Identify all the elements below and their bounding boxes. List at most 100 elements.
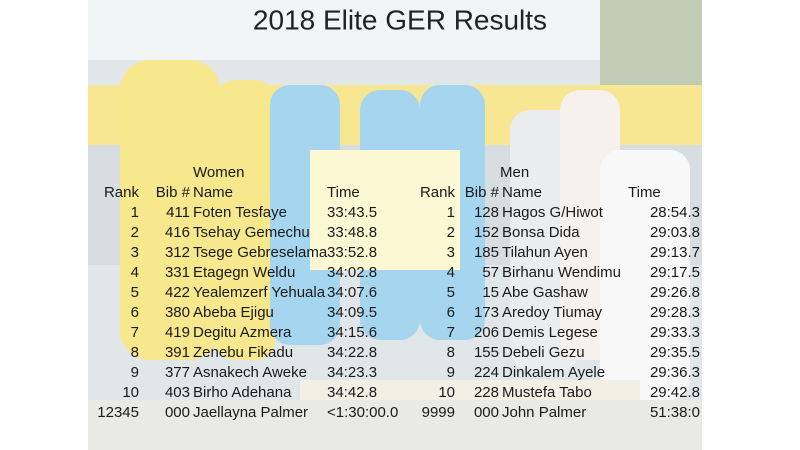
table-cell: 51:38:0: [650, 404, 700, 421]
column-header: Rank: [104, 184, 140, 201]
table-cell: 29:26.8: [650, 284, 700, 301]
column-header: Bib #: [156, 184, 191, 201]
table-cell: 33:43.5: [327, 204, 377, 221]
table-cell: 8: [131, 344, 139, 361]
table-cell: 10: [122, 384, 139, 401]
table-cell: 224: [474, 364, 499, 381]
table-cell: Birhanu Wendimu: [502, 264, 621, 281]
table-cell: 3: [131, 244, 139, 261]
table-cell: 28:54.3: [650, 204, 700, 221]
table-cell: 12345: [97, 404, 139, 421]
table-cell: 34:15.6: [327, 324, 377, 341]
table-cell: 128: [474, 204, 499, 221]
table-cell: John Palmer: [502, 404, 586, 421]
column-header: Name: [502, 184, 542, 201]
table-cell: 1: [447, 204, 455, 221]
table-cell: 416: [165, 224, 190, 241]
table-cell: 9999: [422, 404, 455, 421]
table-cell: 4: [131, 264, 139, 281]
table-cell: 1: [131, 204, 139, 221]
table-cell: 331: [165, 264, 190, 281]
table-cell: 29:35.5: [650, 344, 700, 361]
table-cell: Bonsa Dida: [502, 224, 580, 241]
table-cell: 152: [474, 224, 499, 241]
table-cell: 34:22.8: [327, 344, 377, 361]
table-cell: 3: [447, 244, 455, 261]
table-cell: Tilahun Ayen: [502, 244, 588, 261]
table-cell: 29:33.3: [650, 324, 700, 341]
column-header: Time: [327, 184, 360, 201]
table-cell: 000: [474, 404, 499, 421]
table-cell: 6: [447, 304, 455, 321]
table-cell: 15: [482, 284, 499, 301]
table-cell: 155: [474, 344, 499, 361]
men-label: Men: [500, 164, 529, 181]
table-cell: 228: [474, 384, 499, 401]
column-header: Bib #: [465, 184, 500, 201]
table-cell: 8: [447, 344, 455, 361]
table-cell: 29:03.8: [650, 224, 700, 241]
table-cell: 9: [447, 364, 455, 381]
table-cell: 57: [482, 264, 499, 281]
table-cell: Hagos G/Hiwot: [502, 204, 604, 221]
table-cell: 34:07.6: [327, 284, 377, 301]
table-cell: 411: [166, 204, 190, 221]
table-cell: 29:17.5: [650, 264, 700, 281]
table-cell: 29:36.3: [650, 364, 700, 381]
table-cell: 7: [447, 324, 455, 341]
table-cell: Jaellayna Palmer: [193, 404, 308, 421]
table-cell: Abeba Ejigu: [193, 304, 274, 321]
table-cell: 419: [165, 324, 190, 341]
table-cell: 380: [165, 304, 190, 321]
table-cell: 5: [447, 284, 455, 301]
table-cell: 34:09.5: [327, 304, 377, 321]
column-header: Time: [628, 184, 661, 201]
table-cell: Tsege Gebreselama: [193, 244, 328, 261]
table-cell: Zenebu Fikadu: [193, 344, 293, 361]
table-cell: 33:52.8: [327, 244, 377, 261]
table-cell: Debeli Gezu: [502, 344, 585, 361]
table-cell: Foten Tesfaye: [193, 204, 287, 221]
table-cell: Degitu Azmera: [193, 324, 292, 341]
table-cell: 7: [131, 324, 139, 341]
table-cell: 403: [165, 384, 190, 401]
table-cell: 391: [165, 344, 190, 361]
table-cell: Mustefa Tabo: [502, 384, 592, 401]
table-cell: 4: [447, 264, 455, 281]
table-cell: Asnakech Aweke: [193, 364, 307, 381]
table-cell: 29:42.8: [650, 384, 700, 401]
table-cell: 5: [131, 284, 139, 301]
table-cell: Tsehay Gemechu: [193, 224, 310, 241]
column-header: Rank: [420, 184, 456, 201]
table-cell: 33:48.8: [327, 224, 377, 241]
table-cell: Demis Legese: [502, 324, 598, 341]
column-header: Name: [193, 184, 233, 201]
table-cell: 34:42.8: [327, 384, 377, 401]
table-cell: <1:30:00.0: [327, 404, 398, 421]
table-cell: Aredoy Tiumay: [502, 304, 603, 321]
table-cell: 312: [165, 244, 190, 261]
table-cell: 2: [131, 224, 139, 241]
table-cell: 206: [474, 324, 499, 341]
women-label: Women: [193, 164, 244, 181]
table-cell: Yealemzerf Yehuala: [193, 284, 326, 301]
slide-title: 2018 Elite GER Results: [253, 4, 547, 35]
background-photo: [88, 0, 702, 450]
table-cell: 000: [165, 404, 190, 421]
table-cell: 10: [438, 384, 455, 401]
table-cell: Dinkalem Ayele: [502, 364, 605, 381]
table-cell: 2: [447, 224, 455, 241]
table-cell: 34:02.8: [327, 264, 377, 281]
table-cell: 185: [474, 244, 499, 261]
table-cell: 173: [474, 304, 499, 321]
table-cell: Etagegn Weldu: [193, 264, 295, 281]
table-cell: 377: [165, 364, 190, 381]
table-cell: 29:13.7: [650, 244, 700, 261]
table-cell: 29:28.3: [650, 304, 700, 321]
table-cell: Abe Gashaw: [502, 284, 588, 301]
table-cell: Birho Adehana: [193, 384, 292, 401]
table-cell: 9: [131, 364, 139, 381]
table-cell: 422: [165, 284, 190, 301]
